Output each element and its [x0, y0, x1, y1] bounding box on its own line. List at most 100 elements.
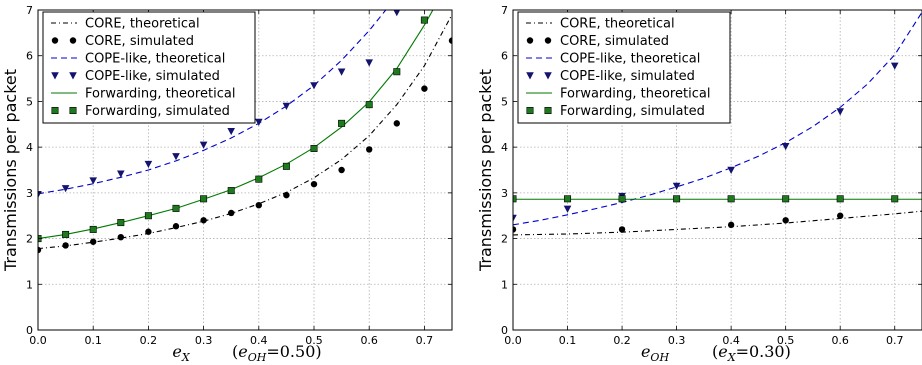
y-tick-label: 3	[501, 187, 508, 200]
x-axis-condition: (eOH=0.50)	[232, 342, 322, 364]
y-axis-label: Transmissions per packet	[1, 69, 20, 272]
x-axis-label: eX	[172, 342, 190, 364]
data-point-s6-12	[338, 119, 346, 127]
data-point-s2-6	[172, 223, 180, 230]
y-tick-label: 2	[26, 233, 33, 246]
chart-panel-2: 0.0 0.1 0.2 0.3 0.4 0.5 0.6 0.7 0 1 2 3 4 5 6 7 Transmis…	[476, 4, 922, 364]
axes-frame	[512, 9, 922, 331]
series-line-3	[513, 11, 922, 226]
data-point-s2-8	[228, 209, 235, 217]
data-point-s4-8	[890, 62, 899, 70]
data-point-s4-7	[836, 108, 844, 116]
data-point-s6-6	[782, 195, 790, 203]
data-point-s6-8	[227, 187, 235, 195]
y-tick-label: 3	[26, 187, 33, 200]
data-point-s6-5	[727, 195, 735, 203]
y-tick-label: 0	[26, 324, 33, 337]
data-point-s4-4	[117, 170, 125, 178]
legend-marker-swatch	[544, 72, 552, 80]
data-point-s4-14	[393, 10, 401, 17]
data-point-s4-13	[365, 59, 373, 67]
axes-frame	[37, 9, 453, 331]
data-point-s6-10	[282, 162, 290, 170]
legend-box	[42, 11, 256, 124]
legend-entry-label: CORE, simulated	[85, 34, 194, 49]
data-point-s2-3	[90, 238, 97, 245]
data-point-s4-5	[727, 166, 735, 174]
y-tick-label: 6	[26, 50, 33, 63]
data-point-s2-9	[255, 202, 262, 209]
x-tick-label: 0.7	[416, 334, 434, 347]
legend-marker-swatch	[526, 107, 534, 115]
legend-marker-swatch	[69, 37, 77, 44]
legend-marker-swatch	[69, 107, 77, 115]
data-point-s2-2	[618, 226, 626, 233]
legend: CORE, theoretical CORE, simulated COPE-lik…	[42, 11, 256, 124]
legend-entry-label: Forwarding, simulated	[560, 104, 705, 119]
data-point-s2-10	[283, 191, 290, 199]
data-point-s6-6	[172, 204, 180, 212]
y-axis-label: Transmissions per packet	[476, 69, 495, 272]
y-tick-label: 1	[26, 278, 33, 291]
data-point-s6-15	[420, 16, 428, 24]
data-point-s4-9	[255, 118, 263, 126]
legend-marker-swatch	[51, 37, 59, 44]
legend-marker-swatch	[51, 107, 59, 115]
data-point-s4-4	[672, 182, 681, 190]
data-point-s6-7	[200, 195, 208, 203]
data-point-s4-2	[563, 205, 572, 213]
data-point-s2-4	[117, 234, 125, 241]
legend-entry-label: COPE-like, simulated	[85, 69, 220, 84]
series-layer	[38, 10, 452, 254]
legend: CORE, theoretical CORE, simulated COPE-lik…	[517, 11, 731, 124]
x-tick-label: 0.6	[360, 334, 378, 347]
y-tick-label: 7	[26, 4, 33, 17]
x-tick-label: 0.0	[29, 334, 47, 347]
x-tick-label: 0.2	[613, 334, 631, 347]
data-point-s6-13	[365, 101, 373, 109]
tick-layer: 0.0 0.1 0.2 0.3 0.4 0.5 0.6 0.7 0 1 2 3 4 5 6 7	[26, 4, 452, 347]
data-point-s2-15	[421, 85, 428, 92]
y-tick-label: 6	[501, 50, 508, 63]
x-axis-label: eOH	[641, 342, 669, 364]
data-point-s4-7	[199, 141, 208, 149]
legend-entry-label: Forwarding, simulated	[85, 104, 230, 119]
x-tick-label: 0.7	[886, 334, 904, 347]
data-point-s6-11	[310, 145, 318, 153]
legend-entry-label: COPE-like, theoretical	[85, 52, 225, 67]
data-point-s4-11	[310, 82, 318, 90]
series-line-3	[38, 10, 387, 195]
data-point-s4-1	[513, 214, 517, 222]
y-tick-label: 2	[501, 233, 508, 246]
chart-panel-1: 0.0 0.1 0.2 0.3 0.4 0.5 0.6 0.7 0 1 2 3 4 5 6 7 Transmis…	[1, 4, 453, 364]
series-line-5	[38, 10, 434, 240]
data-point-s4-6	[781, 143, 790, 151]
x-tick-label: 0.5	[305, 334, 323, 347]
data-point-s2-1	[38, 246, 42, 254]
tick-layer: 0.0 0.1 0.2 0.3 0.4 0.5 0.6 0.7 0 1 2 3 4 5 6 7	[501, 4, 922, 347]
legend-marker-swatch	[544, 107, 552, 115]
legend-entry-label: COPE-like, simulated	[560, 69, 695, 84]
y-tick-label: 4	[501, 141, 508, 154]
x-tick-label: 0.5	[777, 334, 795, 347]
y-tick-label: 7	[501, 4, 508, 17]
x-tick-label: 0.3	[668, 334, 686, 347]
data-point-s2-5	[145, 228, 152, 235]
y-tick-label: 1	[501, 278, 508, 291]
data-point-s2-12	[338, 166, 345, 174]
legend-entry-label: CORE, theoretical	[560, 17, 675, 32]
data-point-s6-14	[393, 68, 401, 76]
x-tick-label: 0.4	[722, 334, 740, 347]
series-line-1	[513, 210, 922, 236]
data-point-s4-12	[337, 68, 346, 76]
data-point-s6-4	[673, 195, 681, 203]
data-point-s2-5	[837, 212, 844, 219]
legend-marker-swatch	[544, 37, 552, 44]
x-tick-label: 0.0	[504, 334, 522, 347]
x-tick-label: 0.1	[84, 334, 102, 347]
legend-entry-label: Forwarding, theoretical	[560, 87, 710, 102]
data-point-s2-7	[200, 217, 207, 224]
data-point-s2-13	[366, 146, 373, 153]
y-tick-label: 0	[501, 324, 508, 337]
